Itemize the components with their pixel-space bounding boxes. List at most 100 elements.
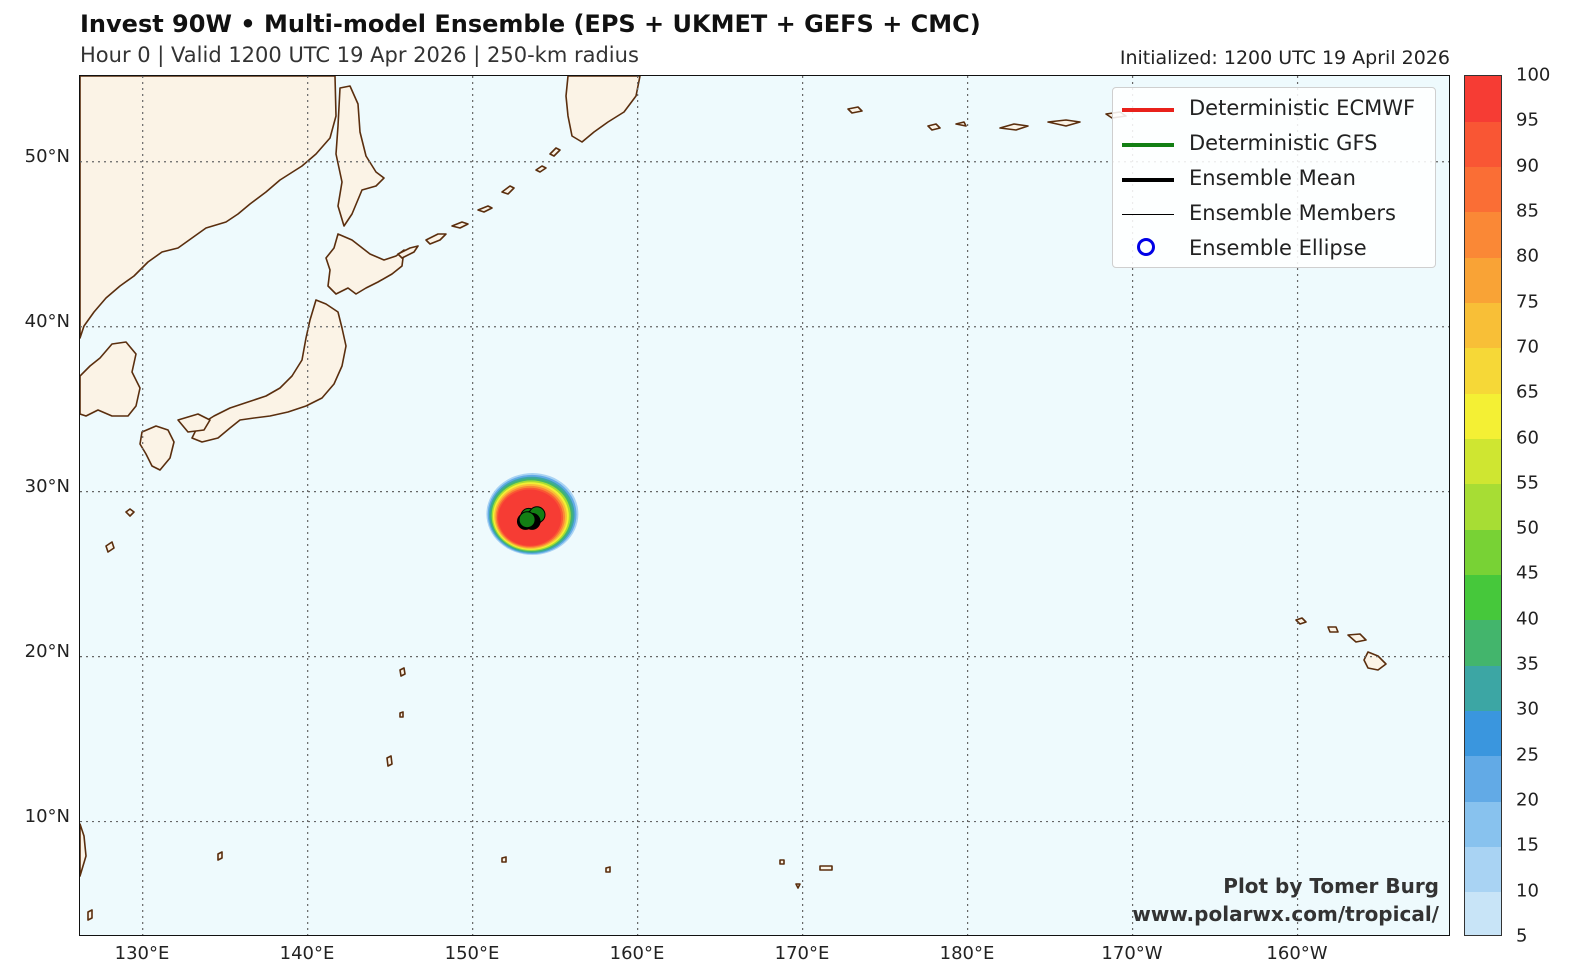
hokkaido: [325, 233, 405, 295]
probability-colorbar: [1464, 75, 1502, 936]
colorbar-segment: [1465, 619, 1501, 666]
lat-tick-10n: 10°N: [24, 806, 70, 827]
ensemble-member-positions: [516, 506, 546, 530]
lat-tick-30n: 30°N: [24, 476, 70, 497]
aleutian-3: [955, 121, 967, 127]
map-canvas[interactable]: [80, 76, 1450, 936]
legend-item-ensemble-ellipse: Ensemble Ellipse: [1113, 232, 1435, 267]
island-micro-2: [501, 856, 507, 863]
lon-tick-140e: 140°E: [279, 943, 335, 964]
land-layer: [80, 76, 1387, 921]
ellipse-circle-icon: [1137, 238, 1155, 256]
kuril-3: [451, 221, 469, 229]
legend-label-ensemble-mean: Ensemble Mean: [1189, 166, 1356, 190]
island-micro-8: [87, 909, 93, 921]
colorbar-tick-label: 10: [1516, 880, 1539, 902]
lat-tick-50n: 50°N: [24, 146, 70, 167]
hawaii-big: [1363, 651, 1387, 671]
island-ryukyu-1: [125, 508, 135, 517]
initialized-time: Initialized: 1200 UTC 19 April 2026: [1119, 47, 1450, 69]
island-bonin-3: [386, 755, 393, 767]
colorbar-tick-label: 95: [1516, 109, 1539, 131]
island-micro-6: [795, 883, 801, 889]
lat-tick-20n: 20°N: [24, 641, 70, 662]
kuril-2: [425, 233, 447, 245]
island-micro-4: [819, 865, 833, 871]
colorbar-segment: [1465, 846, 1501, 893]
aleutian-5: [1047, 119, 1081, 127]
kuril-4: [477, 205, 493, 213]
colorbar-segment: [1465, 665, 1501, 711]
legend-swatch-ecmwf: [1122, 108, 1174, 112]
legend: Deterministic ECMWF Deterministic GFS En…: [1112, 87, 1436, 268]
legend-item-ecmwf: Deterministic ECMWF: [1113, 92, 1435, 127]
colorbar-segment: [1465, 302, 1501, 349]
colorbar-segment: [1465, 257, 1501, 304]
colorbar-tick-label: 75: [1516, 291, 1539, 313]
kuril-1: [397, 245, 419, 259]
colorbar-segment: [1465, 710, 1501, 757]
sakhalin: [335, 85, 385, 227]
hawaii-maui: [1347, 633, 1367, 643]
lon-tick-130e: 130°E: [114, 943, 170, 964]
legend-label-ensemble-members: Ensemble Members: [1189, 201, 1396, 225]
legend-swatch-ensemble-mean: [1122, 178, 1174, 182]
colorbar-tick-label: 55: [1516, 472, 1539, 494]
colorbar-tick-label: 5: [1516, 925, 1528, 947]
legend-item-gfs: Deterministic GFS: [1113, 127, 1435, 162]
colorbar-tick-label: 70: [1516, 336, 1539, 358]
colorbar-tick-label: 45: [1516, 562, 1539, 584]
lon-tick-170e: 170°E: [774, 943, 830, 964]
colorbar-tick-label: 15: [1516, 834, 1539, 856]
colorbar-segment: [1465, 891, 1501, 935]
colorbar-tick-label: 40: [1516, 608, 1539, 630]
lon-tick-150e: 150°E: [444, 943, 500, 964]
colorbar-tick-label: 30: [1516, 698, 1539, 720]
shikoku: [177, 413, 211, 433]
colorbar-segment: [1465, 211, 1501, 258]
kuril-5: [501, 185, 515, 195]
colorbar-segment: [1465, 755, 1501, 802]
legend-item-ensemble-members: Ensemble Members: [1113, 197, 1435, 232]
hawaii-kauai: [1295, 617, 1307, 625]
colorbar-tick-label: 100: [1516, 64, 1551, 86]
colorbar-segment: [1465, 121, 1501, 168]
legend-label-ensemble-ellipse: Ensemble Ellipse: [1189, 236, 1367, 260]
colorbar-segment: [1465, 166, 1501, 213]
aleutian-1: [847, 106, 863, 114]
asia-mainland-south: [80, 341, 141, 417]
credit-author: Plot by Tomer Burg: [1223, 874, 1439, 898]
honshu: [191, 299, 347, 443]
ensemble-member-point: [518, 511, 536, 529]
legend-item-ensemble-mean: Ensemble Mean: [1113, 162, 1435, 197]
lon-tick-160e: 160°E: [609, 943, 665, 964]
credit-url[interactable]: www.polarwx.com/tropical/: [1132, 902, 1439, 926]
colorbar-tick-label: 85: [1516, 200, 1539, 222]
lat-tick-40n: 40°N: [24, 311, 70, 332]
colorbar-tick-label: 50: [1516, 517, 1539, 539]
legend-label-ecmwf: Deterministic ECMWF: [1189, 96, 1416, 120]
legend-swatch-gfs: [1122, 143, 1174, 147]
lon-tick-160w: 160°W: [1266, 943, 1328, 964]
chart-title: Invest 90W • Multi-model Ensemble (EPS +…: [80, 10, 981, 38]
colorbar-tick-label: 65: [1516, 381, 1539, 403]
island-bonin-2: [399, 711, 404, 718]
island-ryukyu-2: [105, 541, 115, 553]
colorbar-segment: [1465, 393, 1501, 440]
island-micro-3: [605, 866, 611, 873]
colorbar-tick-label: 35: [1516, 653, 1539, 675]
legend-swatch-ensemble-members: [1122, 214, 1174, 215]
colorbar-tick-label: 90: [1516, 155, 1539, 177]
chart-subtitle: Hour 0 | Valid 1200 UTC 19 Apr 2026 | 25…: [80, 43, 639, 67]
kamchatka: [565, 76, 641, 143]
lon-tick-170w: 170°W: [1101, 943, 1163, 964]
gridlines: [80, 76, 1449, 935]
colorbar-segment: [1465, 529, 1501, 575]
kuril-6: [535, 165, 547, 173]
aleutian-4: [999, 123, 1029, 131]
kyushu: [139, 425, 175, 471]
island-micro-1: [217, 851, 223, 861]
legend-label-gfs: Deterministic GFS: [1189, 131, 1378, 155]
colorbar-segment: [1465, 438, 1501, 485]
colorbar-segment: [1465, 347, 1501, 394]
